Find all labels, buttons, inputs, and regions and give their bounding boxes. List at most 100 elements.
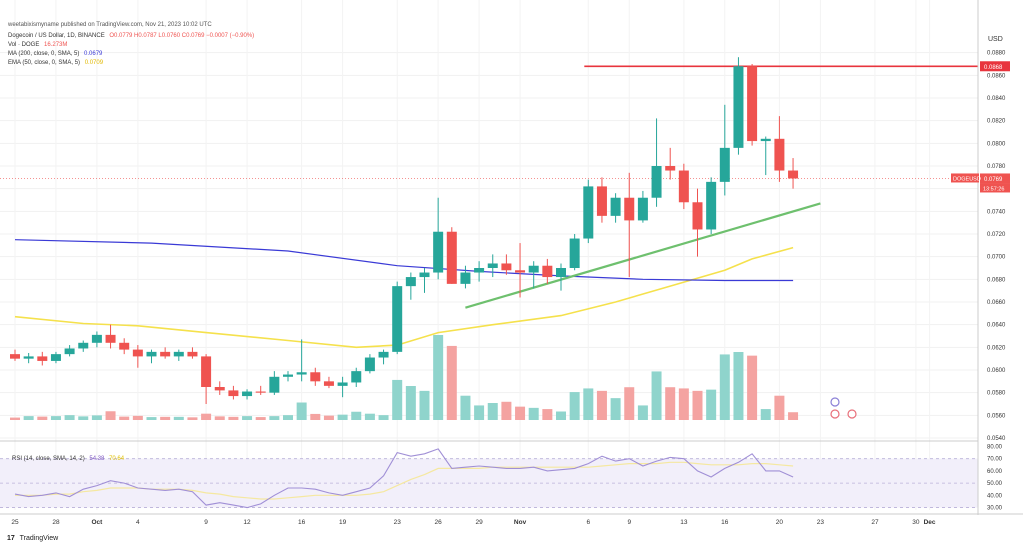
volume-bar	[337, 414, 348, 420]
price-tick-label: 0.0800	[987, 141, 1006, 147]
candle-body	[323, 381, 334, 386]
volume-value: 16.273M	[44, 42, 68, 48]
candle-body	[64, 348, 75, 355]
ma-legend: MA (200, close, 0, SMA, 5) 0.0679	[8, 51, 105, 57]
candle-body	[433, 231, 444, 273]
candle-body	[583, 186, 594, 239]
volume-bar	[542, 409, 553, 420]
candle-body	[405, 277, 416, 287]
candle-body	[132, 349, 143, 357]
price-tick-label: 0.0840	[987, 96, 1006, 102]
price-label-text: 0.0868	[984, 65, 1003, 71]
volume-bar	[760, 409, 771, 420]
price-tick-label: 0.0680	[987, 277, 1006, 283]
resistance-layer	[0, 65, 978, 179]
candle-body	[569, 238, 580, 268]
volume-bar	[323, 415, 334, 420]
rsi-tick-label: 40.00	[987, 493, 1003, 499]
time-tick-label: 16	[721, 519, 729, 526]
candle-body	[542, 265, 553, 278]
candle-body	[378, 351, 389, 358]
time-tick-label: Oct	[91, 519, 103, 526]
volume-bar	[719, 354, 730, 420]
rsi-tick-label: 80.00	[987, 444, 1003, 450]
volume-bar	[624, 387, 635, 420]
candle-body	[556, 268, 566, 278]
time-tick-label: 27	[871, 519, 879, 526]
volume-bar	[692, 390, 703, 420]
volume-bar	[269, 416, 280, 420]
time-tick-label: 12	[243, 519, 251, 526]
volume-bar	[105, 411, 116, 420]
candle-body	[10, 354, 20, 359]
time-tick-label: 9	[204, 519, 208, 526]
volume-bar	[583, 388, 594, 420]
rsi-tick-label: 60.00	[987, 469, 1003, 475]
volume-bar	[242, 416, 253, 420]
candle-body	[760, 138, 771, 142]
candle-body	[296, 372, 307, 375]
volume-bar	[214, 416, 225, 420]
ema50-line	[14, 246, 794, 349]
candle-body	[173, 351, 184, 357]
price-tick-label: 0.0780	[987, 164, 1006, 170]
price-tick-label: 0.0880	[987, 51, 1006, 57]
rsi-label: RSI (14, close, SMA, 14, 2)	[12, 456, 85, 462]
price-tick-label: 0.0560	[987, 413, 1006, 419]
volume-bar	[351, 411, 362, 420]
candle-body	[201, 356, 212, 387]
volume-bar	[747, 355, 758, 420]
volume-bar	[160, 416, 171, 420]
volume-bar	[228, 416, 239, 420]
candle-body	[91, 334, 102, 343]
candle-body	[460, 272, 471, 284]
symbol-line: Dogecoin / US Dollar, 1D, BINANCE O0.077…	[8, 33, 257, 39]
publish-line: weetabixismyname published on TradingVie…	[8, 22, 212, 28]
time-tick-label: 16	[298, 519, 306, 526]
volume-bar	[637, 405, 648, 420]
price-tick-label: 0.0540	[987, 436, 1006, 442]
price-tick-label: 0.0700	[987, 255, 1006, 261]
candle-body	[337, 382, 348, 386]
time-tick-label: 20	[776, 519, 784, 526]
volume-bar	[678, 388, 689, 420]
volume-bar	[119, 416, 130, 420]
time-tick-label: 9	[627, 519, 631, 526]
time-tick-label: 23	[394, 519, 402, 526]
candle-body	[105, 334, 116, 343]
volume-bar	[528, 407, 539, 420]
candle-body	[733, 66, 744, 148]
time-tick-label: 4	[136, 519, 140, 526]
candle-body	[528, 265, 539, 273]
ma-label: MA (200, close, 0, SMA, 5)	[8, 51, 80, 57]
time-tick-label: 26	[435, 519, 443, 526]
rsi-tick-label: 30.00	[987, 506, 1003, 512]
volume-bar	[569, 392, 580, 420]
trendline	[465, 202, 821, 309]
rsi-value: 54.38	[89, 456, 105, 462]
time-tick-label: 28	[52, 519, 60, 526]
candle-body	[788, 170, 799, 179]
time-tick-label: 23	[817, 519, 825, 526]
countdown-label-box	[980, 183, 1010, 193]
candle-body	[255, 391, 266, 393]
price-tick-label: 0.0600	[987, 368, 1006, 374]
candle-body	[474, 268, 485, 273]
candles	[10, 57, 799, 404]
price-label-box	[980, 173, 1010, 184]
time-tick-label: 30	[912, 519, 920, 526]
rsi-line	[14, 448, 794, 509]
axes: 0.0540 0.0560 0.0580 0.0600 0.0620 0.0640 0.06…	[0, 0, 1023, 526]
time-tick-label: 19	[339, 519, 347, 526]
volume-bar	[364, 413, 375, 420]
volume-bar	[91, 415, 102, 420]
price-tick-label: 0.0860	[987, 73, 1006, 79]
rsi-legend: RSI (14, close, SMA, 14, 2) 54.38 70.64	[12, 456, 127, 462]
event-marker-icon	[847, 409, 857, 419]
symbol-label-text: DOGEUSD	[953, 176, 981, 182]
candle-body	[37, 356, 48, 361]
time-tick-label: Nov	[514, 519, 527, 526]
volume-bar	[515, 406, 526, 420]
rsi-ma-value: 70.64	[109, 456, 125, 462]
